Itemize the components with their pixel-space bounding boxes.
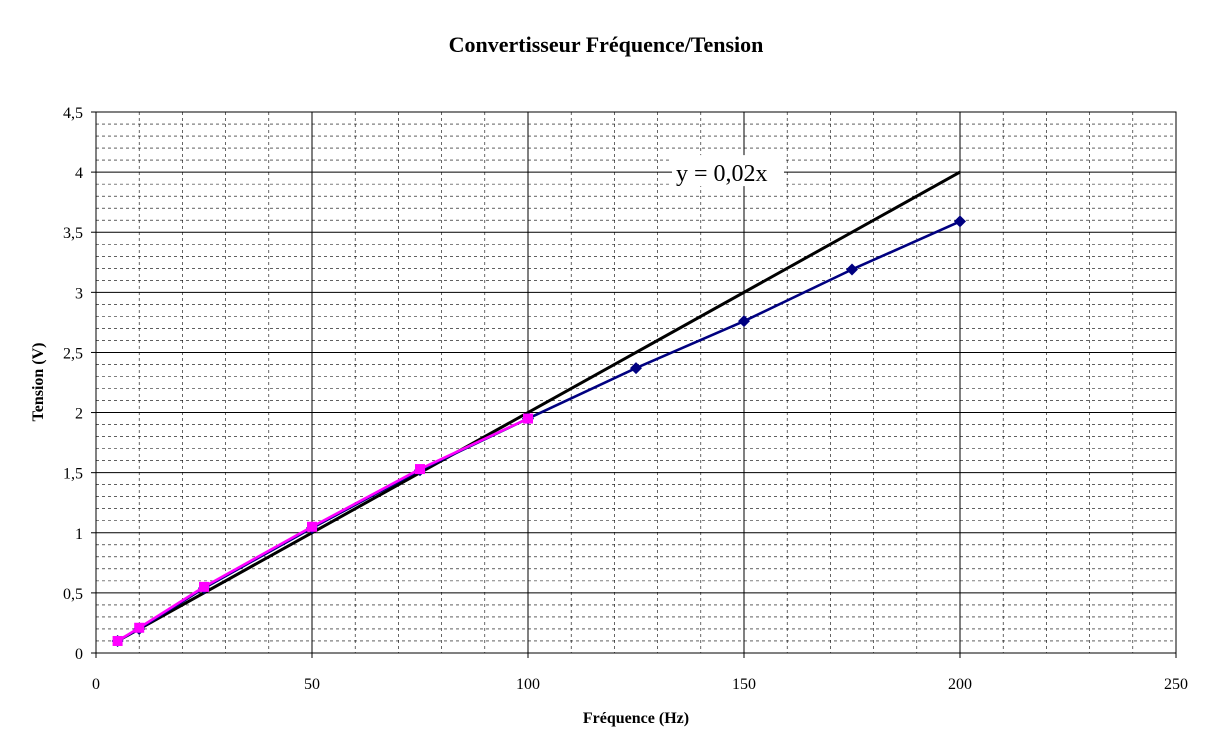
- data-point: [134, 622, 145, 633]
- y-tick-label: 1,5: [63, 466, 83, 483]
- data-point: [199, 581, 209, 592]
- y-tick-label: 0,5: [63, 586, 83, 603]
- x-tick-label: 200: [948, 676, 972, 693]
- y-tick-label: 3,5: [63, 225, 83, 242]
- y-tick-label: 1: [75, 526, 83, 543]
- y-tick-label: 3: [75, 285, 83, 302]
- x-tick-label: 250: [1164, 676, 1188, 693]
- tick-labels: 0 50 100 150 200 250 0 0,5 1 1,5 2 2,5 3 3,5 4 4,5: [63, 105, 1188, 693]
- series-layer: [111, 170, 966, 647]
- y-axis-title: Tension (V): [30, 343, 47, 422]
- series-line: [116, 170, 961, 643]
- data-point: [954, 215, 966, 228]
- data-point: [415, 464, 425, 475]
- series-2: [112, 413, 533, 646]
- x-tick-label: 100: [516, 676, 540, 693]
- y-tick-label: 4: [75, 165, 83, 182]
- y-tick-label: 2,5: [63, 345, 83, 362]
- x-axis-title: Fréquence (Hz): [583, 710, 689, 727]
- equation-label: y = 0,02x: [676, 161, 768, 187]
- plot-area-border: [95, 111, 1177, 654]
- series-line: [116, 220, 961, 643]
- chart-title: Convertisseur Fréquence/Tension: [449, 32, 764, 57]
- y-tick-label: 4,5: [63, 105, 83, 122]
- annotation-background: [672, 155, 784, 187]
- data-point: [307, 521, 317, 532]
- y-tick-label: 0: [75, 646, 83, 663]
- series-1: [111, 215, 966, 647]
- data-point: [738, 315, 750, 328]
- data-point: [112, 635, 123, 646]
- x-tick-label: 50: [304, 676, 320, 693]
- data-point: [846, 263, 858, 276]
- y-tick-label: 2: [75, 406, 83, 423]
- grid: [96, 112, 1176, 653]
- series-3: [116, 170, 961, 643]
- x-tick-label: 150: [732, 676, 756, 693]
- annotations: y = 0,02x: [672, 155, 784, 187]
- data-point: [523, 413, 533, 424]
- data-point: [630, 362, 642, 375]
- x-tick-label: 0: [92, 676, 100, 693]
